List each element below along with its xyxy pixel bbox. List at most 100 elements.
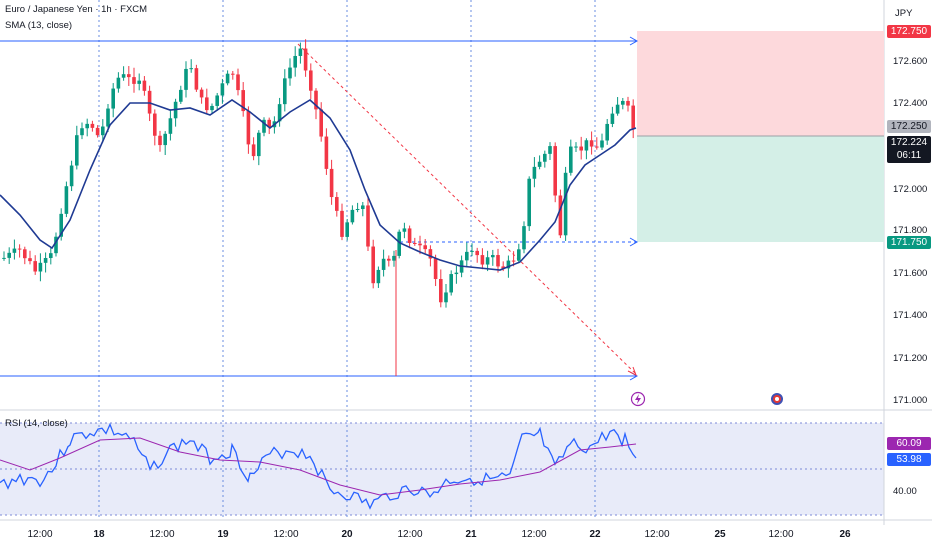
rsi-line xyxy=(0,422,637,510)
candle-body xyxy=(127,74,131,78)
candle-body xyxy=(69,165,74,187)
time-tick: 21 xyxy=(465,529,477,540)
candle-body xyxy=(527,178,531,227)
candle-body xyxy=(184,68,188,90)
candle-body xyxy=(475,250,479,256)
stop-zone xyxy=(637,136,884,242)
candle-body xyxy=(355,208,360,210)
candle-body xyxy=(23,249,27,259)
candle-body xyxy=(17,248,22,250)
candle-body xyxy=(121,74,126,78)
time-tick: 18 xyxy=(93,529,105,540)
candle-body xyxy=(64,186,69,214)
candle-body xyxy=(595,146,599,148)
candle-body xyxy=(309,70,313,91)
candle-body xyxy=(12,248,17,253)
time-tick: 12:00 xyxy=(521,529,547,540)
candle-body xyxy=(361,205,365,209)
candle-body xyxy=(262,119,266,133)
candle-body xyxy=(90,123,95,128)
candle-body xyxy=(615,104,620,114)
candle-body xyxy=(496,255,500,267)
candle-body xyxy=(210,105,214,111)
candle-body xyxy=(397,231,401,256)
candle-body xyxy=(553,146,557,196)
candle-body xyxy=(470,250,474,252)
candle-body xyxy=(298,48,303,56)
entry-price-tag: 172.250 xyxy=(887,120,931,133)
currency-label[interactable]: JPY xyxy=(895,8,913,19)
sma-line xyxy=(0,99,637,271)
candle-body xyxy=(418,243,422,246)
candle-body xyxy=(522,226,526,250)
candle-body xyxy=(444,292,448,303)
candle-body xyxy=(215,95,219,106)
candle-body xyxy=(54,236,58,254)
candle-body xyxy=(574,146,578,148)
target-price-tag: 172.750 xyxy=(887,25,931,38)
candle-body xyxy=(101,126,105,136)
candle-body xyxy=(251,144,256,157)
lightning-event-icon[interactable] xyxy=(630,391,646,407)
candle-body xyxy=(402,228,407,232)
candle-body xyxy=(345,222,349,237)
price-tick: 172.000 xyxy=(893,184,928,195)
candle-body xyxy=(132,77,136,84)
candle-body xyxy=(283,78,287,105)
candle-body xyxy=(293,55,297,68)
candlestick-series xyxy=(2,39,635,376)
candle-body xyxy=(147,90,152,114)
candle-body xyxy=(28,258,32,262)
candle-body xyxy=(610,113,615,124)
candle-body xyxy=(371,246,375,284)
candle-body xyxy=(329,168,334,198)
candle-body xyxy=(199,89,204,98)
candle-body xyxy=(236,74,240,91)
rsi-value-tag: 53.98 xyxy=(887,453,931,466)
rsi-ma-value-tag: 60.09 xyxy=(887,437,931,450)
candle-body xyxy=(241,90,245,112)
candle-body xyxy=(579,146,583,151)
candle-body xyxy=(277,104,282,122)
symbol-legend[interactable]: Euro / Japanese Yen · 1h · FXCM xyxy=(5,4,148,15)
candle-body xyxy=(491,255,495,258)
candle-body xyxy=(7,252,11,258)
candle-body xyxy=(407,228,412,244)
candle-body xyxy=(537,161,542,167)
candle-body xyxy=(324,136,329,169)
candle-body xyxy=(584,140,589,151)
candle-body xyxy=(319,109,323,137)
sma-legend[interactable]: SMA (13, close) xyxy=(5,20,73,31)
candle-body xyxy=(111,88,115,109)
candle-body xyxy=(231,73,235,75)
candle-body xyxy=(381,258,386,270)
candle-body xyxy=(116,77,121,89)
candle-body xyxy=(543,153,547,162)
candle-body xyxy=(168,118,173,134)
candle-body xyxy=(517,249,521,261)
time-tick: 12:00 xyxy=(768,529,794,540)
candle-body xyxy=(194,68,199,90)
price-tick: 172.400 xyxy=(893,98,928,109)
time-tick: 22 xyxy=(589,529,601,540)
last-price: 172.224 xyxy=(890,137,928,148)
candle-body xyxy=(179,89,183,102)
price-tick: 171.000 xyxy=(893,395,928,406)
candle-body xyxy=(465,251,469,261)
candle-body xyxy=(449,274,453,293)
candle-body xyxy=(33,261,37,272)
flag-event-icon[interactable] xyxy=(770,392,784,406)
candle-body xyxy=(225,73,230,84)
rsi-legend[interactable]: RSI (14, close) xyxy=(5,418,68,429)
candle-body xyxy=(59,213,63,237)
candle-body xyxy=(38,262,43,272)
candle-body xyxy=(163,133,167,146)
trend-lines xyxy=(0,36,639,381)
candle-body xyxy=(413,243,417,245)
candle-body xyxy=(314,90,318,110)
candle-body xyxy=(43,258,48,263)
candle-body xyxy=(376,269,381,284)
candle-body xyxy=(387,258,391,261)
price-tick: 172.600 xyxy=(893,56,928,67)
